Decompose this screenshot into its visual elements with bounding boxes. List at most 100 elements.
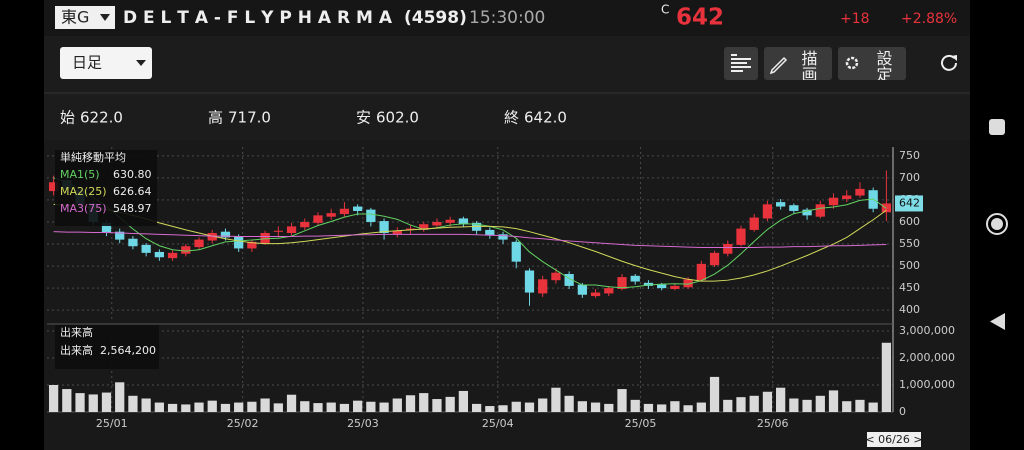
candle-body [524,270,535,293]
volume-bar [736,397,746,412]
volume-bar [670,401,680,412]
x-tick-label: 25/02 [227,417,259,430]
cursor-box [867,432,921,447]
period-dropdown[interactable] [60,47,152,79]
ohlc-label: 始 [60,109,75,127]
volume-bar [458,390,469,412]
last-price-label: 642 [899,196,920,209]
draw-button[interactable] [764,47,832,80]
candle-body [432,221,442,226]
candle-body [604,288,614,294]
volume-bar [538,398,548,412]
candle-body [776,202,786,207]
volume-bar [657,404,667,412]
volume-bar [445,396,455,412]
volume-bar [194,402,204,412]
ma-line [53,231,887,249]
y-tick-label: 3,000,000 [899,324,955,337]
legend-title: 単純移動平均 [60,150,126,164]
volume-bar [286,394,297,412]
last-price-box [895,195,923,212]
y-tick-label: 500 [899,259,920,272]
candle-body [379,221,389,233]
chart-bg [44,140,970,450]
ohlc-label: 終 [504,109,519,127]
volume-bar [604,403,614,412]
volume-label: 出来高 [60,343,93,357]
candle-body [234,236,244,249]
legend-name: MA2(25) [60,185,107,198]
candle-body [48,182,59,192]
candle-body [181,246,191,254]
market-dropdown[interactable] [55,6,115,29]
volume-bar [62,389,72,412]
volume-bar [524,402,535,412]
refresh-icon[interactable] [941,54,957,71]
nav-recent[interactable] [989,119,1005,135]
volume-bar [709,376,720,412]
time: 15:30:00 [469,8,545,28]
volume-bar [776,387,786,412]
candle-body [485,229,495,236]
change: +18 [840,11,870,27]
candle-body [273,230,283,232]
volume-bar [419,393,429,412]
list-icon [731,54,751,72]
candle-body [723,244,733,254]
ohlc-label: 安 [356,109,371,127]
candle-body [498,234,508,240]
candle-body [445,219,455,223]
candle-body [458,218,469,225]
candle-body [511,241,521,262]
nav-back[interactable] [990,313,1005,330]
candle-body [749,217,759,230]
volume-bar [842,401,852,412]
x-tick-label: 25/03 [347,417,379,430]
candle-body [247,241,257,249]
x-tick-label: 25/05 [625,417,657,430]
volume-bar [855,399,865,412]
draw-label: 描画 [799,50,818,82]
x-tick-label: 25/01 [96,417,128,430]
volume-bar [207,400,217,412]
x-tick-label: 25/06 [757,417,789,430]
volume-bar [630,399,640,412]
legend-box [55,325,159,369]
volume-bar [696,402,706,412]
candle-body [392,230,402,235]
volume-bar [353,400,363,412]
stock-name: D E L T A - F L Y P H A R M A [123,8,393,28]
volume-bar [366,401,376,412]
candle-body [551,272,561,281]
y-tick-label: 2,000,000 [899,351,955,364]
candle-body [167,252,178,259]
settings-label: 設定 [874,50,893,82]
y-tick-label: 600 [899,215,920,228]
volume-bar [300,401,310,412]
volume-bar [220,403,231,412]
y-tick-label: 450 [899,281,920,294]
candle-body [683,279,693,288]
volume-bar [551,387,561,412]
candle-body [141,244,151,253]
volume-bar [828,390,839,412]
candle-body [154,251,164,258]
candle-body [643,282,654,286]
volume-value: 2,564,200 [100,344,156,357]
x-tick-label: 25/04 [482,417,514,430]
candle-body [842,195,852,200]
nav-home[interactable] [986,213,1008,235]
candle-body [577,284,587,295]
market: 東G [61,8,89,27]
candle-body [709,252,720,266]
candle-body [828,197,839,206]
price: 642 [676,5,724,31]
legend-value: 630.80 [113,168,152,181]
settings-button[interactable] [838,47,906,80]
nav-home-dot [991,218,1003,230]
candle-body [326,213,336,217]
candle-body [115,231,125,240]
gear-icon [845,56,859,70]
stock-code: (4598) [404,8,467,28]
